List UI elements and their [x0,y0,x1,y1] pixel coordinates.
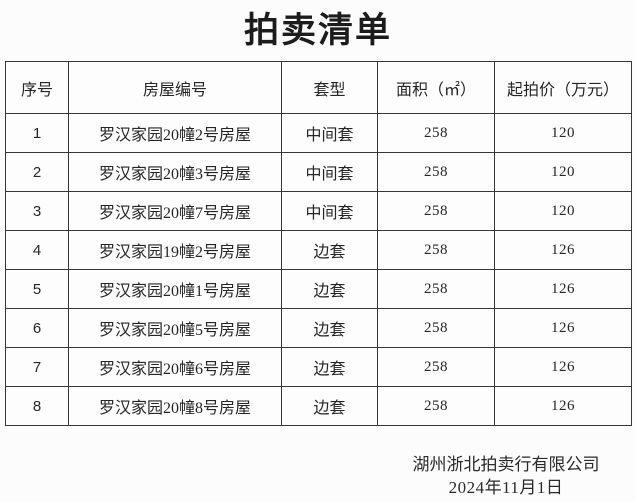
cell-house-id: 罗汉家园20幢7号房屋 [68,191,282,231]
cell-unit-type: 中间套 [281,113,378,153]
company-name: 湖州浙北拍卖行有限公司 [412,455,600,474]
cell-house-id: 罗汉家园20幢1号房屋 [68,269,282,309]
cell-house-id: 罗汉家园20幢2号房屋 [68,113,282,153]
cell-unit-type: 边套 [281,230,378,270]
cell-seq: 8 [5,386,69,426]
cell-seq: 3 [5,191,69,231]
column-header-unit-type: 套型 [281,61,378,114]
table-row: 7 罗汉家园20幢6号房屋 边套 258 126 [5,347,632,387]
cell-seq: 4 [5,230,69,270]
cell-start-price: 126 [494,347,632,387]
cell-seq: 7 [5,347,69,387]
cell-house-id: 罗汉家园19幢2号房屋 [68,230,282,270]
cell-area: 258 [377,113,495,153]
table-row: 5 罗汉家园20幢1号房屋 边套 258 126 [5,269,632,309]
cell-seq: 5 [5,269,69,309]
cell-unit-type: 边套 [281,347,378,387]
table-row: 4 罗汉家园19幢2号房屋 边套 258 126 [5,230,632,270]
table-row: 8 罗汉家园20幢8号房屋 边套 258 126 [5,386,632,426]
table-row: 1 罗汉家园20幢2号房屋 中间套 258 120 [5,113,632,153]
cell-area: 258 [377,191,495,231]
page-title: 拍卖清单 [243,11,392,50]
document-date: 2024年11月1日 [448,478,564,497]
column-header-seq: 序号 [5,61,69,114]
cell-start-price: 120 [494,191,632,231]
cell-area: 258 [377,347,495,387]
cell-start-price: 126 [494,230,632,270]
cell-house-id: 罗汉家园20幢5号房屋 [68,308,282,348]
cell-start-price: 126 [494,269,632,309]
cell-seq: 6 [5,308,69,348]
cell-start-price: 120 [494,152,632,192]
cell-unit-type: 中间套 [281,152,378,192]
cell-area: 258 [377,230,495,270]
cell-area: 258 [377,269,495,309]
cell-start-price: 126 [494,386,632,426]
table-row: 6 罗汉家园20幢5号房屋 边套 258 126 [5,308,632,348]
column-header-area: 面积（㎡） [377,61,495,114]
auction-table: 序号 房屋编号 套型 面积（㎡） 起拍价（万元） 1 罗汉家园20幢2号房屋 中… [5,61,632,426]
cell-start-price: 126 [494,308,632,348]
cell-area: 258 [377,308,495,348]
cell-unit-type: 边套 [281,386,378,426]
cell-area: 258 [377,152,495,192]
cell-unit-type: 中间套 [281,191,378,231]
cell-seq: 2 [5,152,69,192]
column-header-house-id: 房屋编号 [68,61,282,114]
cell-start-price: 120 [494,113,632,153]
cell-seq: 1 [5,113,69,153]
column-header-start-price: 起拍价（万元） [494,61,632,114]
cell-house-id: 罗汉家园20幢3号房屋 [68,152,282,192]
cell-unit-type: 边套 [281,269,378,309]
cell-house-id: 罗汉家园20幢8号房屋 [68,386,282,426]
table-row: 2 罗汉家园20幢3号房屋 中间套 258 120 [5,152,632,192]
table-row: 3 罗汉家园20幢7号房屋 中间套 258 120 [5,191,632,231]
signature-block: 湖州浙北拍卖行有限公司 2024年11月1日 [356,453,636,499]
table-header-row: 序号 房屋编号 套型 面积（㎡） 起拍价（万元） [5,61,632,114]
cell-unit-type: 边套 [281,308,378,348]
cell-area: 258 [377,386,495,426]
cell-house-id: 罗汉家园20幢6号房屋 [68,347,282,387]
